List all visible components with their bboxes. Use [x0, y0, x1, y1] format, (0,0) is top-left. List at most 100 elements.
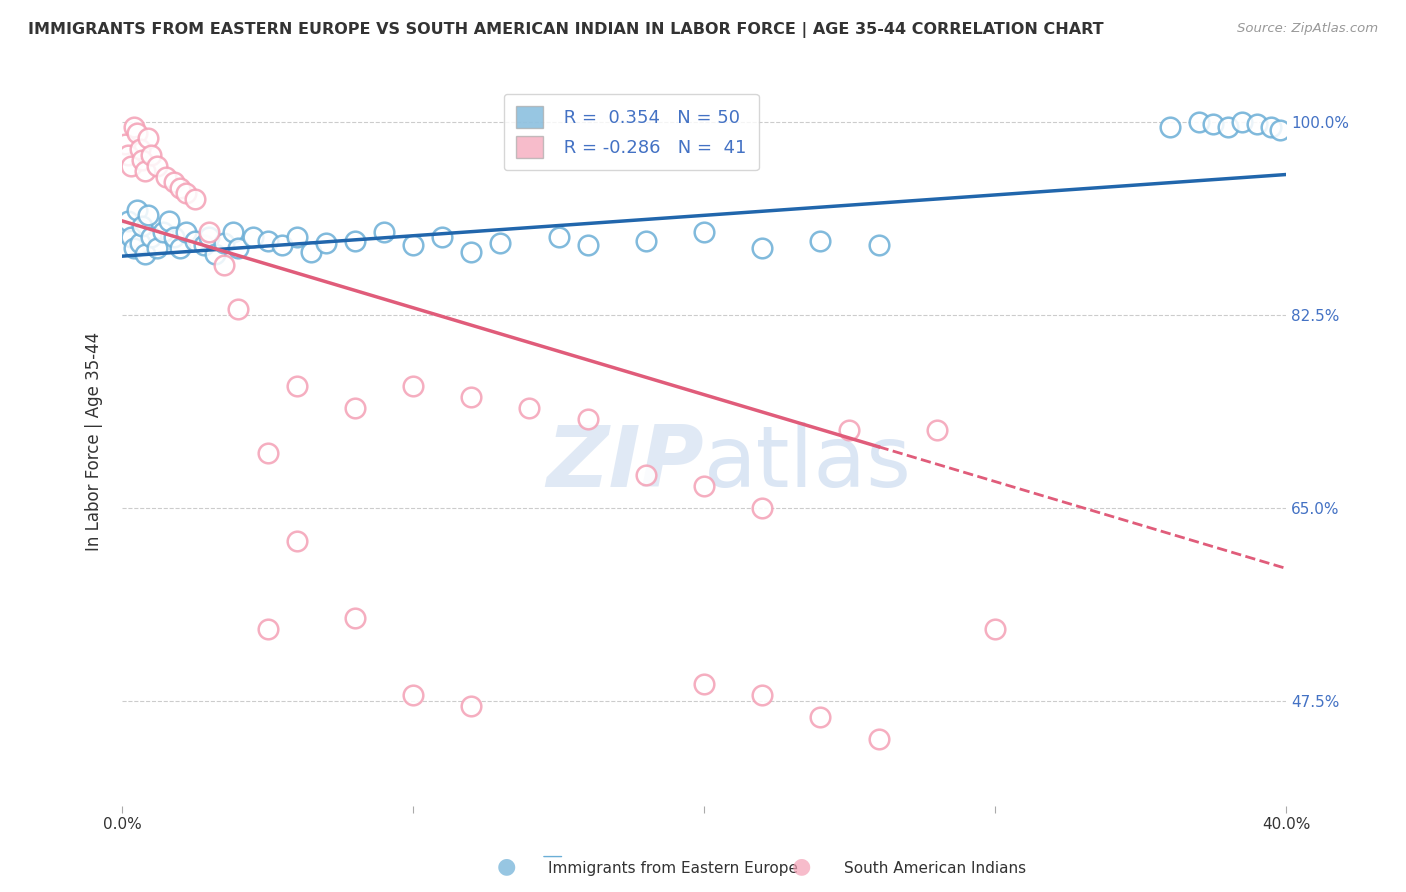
Point — [152, 225, 174, 239]
Point — [157, 214, 180, 228]
Point — [868, 732, 890, 747]
Point — [228, 242, 250, 256]
Point — [163, 175, 186, 189]
Point — [256, 622, 278, 636]
Point — [125, 126, 148, 140]
Point — [1159, 120, 1181, 134]
Point — [343, 234, 366, 248]
Text: atlas: atlas — [704, 422, 912, 505]
Point — [114, 225, 136, 239]
Point — [146, 242, 169, 256]
Point — [299, 244, 322, 259]
Point — [402, 379, 425, 393]
Point — [271, 238, 294, 252]
Point — [868, 238, 890, 252]
Point — [256, 234, 278, 248]
Text: Source: ZipAtlas.com: Source: ZipAtlas.com — [1237, 22, 1378, 36]
Text: ZIP: ZIP — [547, 422, 704, 505]
Point — [155, 169, 177, 184]
Point — [984, 622, 1007, 636]
Text: South American Indians: South American Indians — [844, 861, 1026, 876]
Point — [134, 164, 156, 178]
Point — [1216, 120, 1239, 134]
Point — [315, 235, 337, 250]
Point — [134, 247, 156, 261]
Point — [460, 244, 482, 259]
Point — [547, 230, 569, 244]
Point — [198, 225, 221, 239]
Point — [751, 688, 773, 702]
Point — [634, 467, 657, 482]
Point — [1232, 114, 1254, 128]
Point — [343, 611, 366, 625]
Point — [184, 192, 207, 206]
Point — [576, 412, 599, 426]
Legend:  R =  0.354   N = 50,  R = -0.286   N =  41: R = 0.354 N = 50, R = -0.286 N = 41 — [503, 94, 759, 170]
Point — [114, 136, 136, 151]
Point — [460, 699, 482, 714]
Point — [285, 379, 308, 393]
Point — [125, 202, 148, 217]
Point — [576, 238, 599, 252]
Point — [343, 401, 366, 416]
Point — [751, 242, 773, 256]
Point — [808, 234, 831, 248]
Text: Immigrants from Eastern Europe: Immigrants from Eastern Europe — [548, 861, 799, 876]
Point — [256, 445, 278, 459]
Point — [221, 225, 243, 239]
Point — [402, 688, 425, 702]
Point — [136, 131, 159, 145]
Y-axis label: In Labor Force | Age 35-44: In Labor Force | Age 35-44 — [86, 332, 103, 551]
Point — [204, 247, 226, 261]
Point — [925, 424, 948, 438]
Point — [163, 230, 186, 244]
Point — [634, 234, 657, 248]
Point — [242, 230, 264, 244]
Point — [402, 238, 425, 252]
Text: ●: ● — [496, 856, 516, 876]
Point — [838, 424, 860, 438]
Point — [174, 186, 197, 201]
Point — [751, 500, 773, 515]
Text: ●: ● — [792, 856, 811, 876]
Point — [519, 401, 541, 416]
Point — [693, 225, 716, 239]
Point — [169, 242, 191, 256]
Point — [489, 235, 512, 250]
Point — [1260, 120, 1282, 134]
Point — [285, 230, 308, 244]
Point — [193, 238, 215, 252]
Point — [117, 147, 139, 161]
Point — [131, 153, 153, 168]
Point — [146, 159, 169, 173]
Point — [117, 214, 139, 228]
Point — [228, 302, 250, 317]
Point — [120, 230, 142, 244]
Point — [693, 677, 716, 691]
Point — [212, 258, 235, 272]
Point — [1188, 114, 1211, 128]
Point — [184, 234, 207, 248]
Point — [1202, 117, 1225, 131]
Point — [174, 225, 197, 239]
Point — [136, 208, 159, 222]
Point — [460, 391, 482, 405]
Point — [131, 219, 153, 234]
Point — [212, 235, 235, 250]
Text: IMMIGRANTS FROM EASTERN EUROPE VS SOUTH AMERICAN INDIAN IN LABOR FORCE | AGE 35-: IMMIGRANTS FROM EASTERN EUROPE VS SOUTH … — [28, 22, 1104, 38]
Point — [141, 230, 163, 244]
Point — [122, 242, 145, 256]
Point — [808, 710, 831, 724]
Point — [128, 142, 150, 156]
Point — [128, 235, 150, 250]
Point — [1246, 117, 1268, 131]
Point — [285, 533, 308, 548]
Point — [373, 225, 395, 239]
Point — [198, 230, 221, 244]
Point — [120, 159, 142, 173]
Point — [169, 181, 191, 195]
Point — [1268, 123, 1291, 137]
Point — [693, 478, 716, 492]
Point — [430, 230, 453, 244]
Point — [122, 120, 145, 134]
